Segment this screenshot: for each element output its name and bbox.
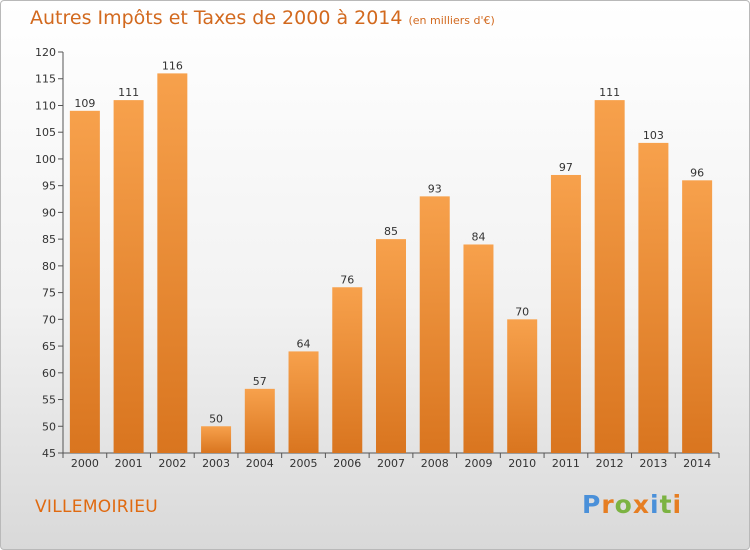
y-tick-label: 95 [42,180,56,193]
chart-subtitle: (en milliers d'€) [408,14,495,27]
y-tick-label: 70 [42,313,56,326]
x-tick-label: 2012 [596,457,624,470]
bar-value-label: 50 [209,412,223,425]
y-tick-label: 100 [35,153,56,166]
bar [201,426,232,453]
x-tick-label: 2014 [683,457,711,470]
bar [157,73,188,454]
y-tick-label: 110 [35,99,56,112]
bar-value-label: 111 [118,86,139,99]
x-tick-label: 2000 [71,457,99,470]
logo-letter: P [582,490,602,519]
bar [113,100,144,454]
y-tick-label: 45 [42,447,56,460]
y-tick-label: 80 [42,260,56,273]
bar-value-label: 116 [162,59,183,72]
bar [376,239,406,453]
x-tick-label: 2005 [290,457,318,470]
bar [419,196,450,454]
bar [550,174,581,453]
bar-value-label: 109 [74,97,95,110]
title-text: Autres Impôts et Taxes de 2000 à 2014 [30,7,403,29]
logo-letter: i [672,490,683,519]
bar-value-label: 84 [471,230,485,243]
x-tick-label: 2011 [552,457,580,470]
y-tick-label: 105 [35,126,56,139]
x-tick-label: 2004 [246,457,274,470]
proxiti-logo: Proxiti [582,490,682,519]
bar-value-label: 96 [690,166,704,179]
y-tick-label: 55 [42,394,56,407]
bar [638,142,669,454]
bar [463,244,494,453]
commune-name: VILLEMOIRIEU [35,497,158,517]
y-tick-label: 60 [42,367,56,380]
bar-value-label: 97 [559,161,573,174]
bar [69,110,100,454]
bar [682,180,713,453]
y-tick-label: 50 [42,420,56,433]
bar-value-label: 85 [384,225,398,238]
x-tick-label: 2008 [421,457,449,470]
bar-value-label: 103 [643,129,664,142]
y-tick-label: 85 [42,233,56,246]
x-tick-label: 2013 [639,457,667,470]
x-tick-label: 2006 [333,457,361,470]
logo-letter: t [659,490,673,519]
bar-value-label: 111 [599,86,620,99]
bar-value-label: 64 [297,337,311,350]
x-tick-label: 2010 [508,457,536,470]
x-tick-label: 2003 [202,457,230,470]
x-tick-label: 2007 [377,457,405,470]
bar-value-label: 70 [515,305,529,318]
y-tick-label: 90 [42,206,56,219]
x-tick-label: 2009 [464,457,492,470]
logo-letter: r [601,490,615,519]
y-tick-label: 65 [42,340,56,353]
bar [332,287,363,453]
logo-letter: i [650,490,660,519]
chart-title: Autres Impôts et Taxes de 2000 à 2014 (en… [30,7,495,29]
bar [288,351,319,453]
bar-value-label: 93 [428,182,442,195]
x-tick-label: 2001 [115,457,143,470]
y-tick-label: 120 [35,46,56,59]
bar [244,388,275,453]
bar-value-label: 57 [253,375,267,388]
x-tick-label: 2002 [158,457,186,470]
bar [594,100,625,454]
logo-letter: o [614,490,633,519]
y-tick-label: 115 [35,73,56,86]
logo-letter: x [632,490,650,519]
bar [507,319,538,453]
y-tick-label: 75 [42,287,56,300]
bar-value-label: 76 [340,273,354,286]
